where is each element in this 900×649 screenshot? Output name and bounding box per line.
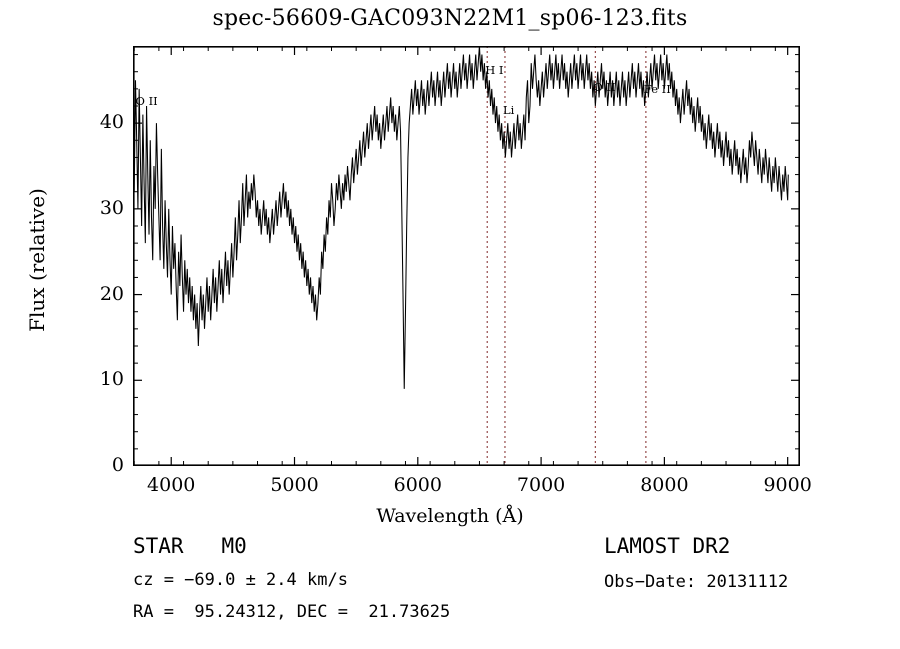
spectral-line-label: Li (502, 102, 515, 117)
x-axis-label: Wavelength (Å) (376, 505, 524, 527)
x-tick-label: 6000 (393, 474, 442, 496)
x-tick-label: 8000 (640, 474, 689, 496)
object-class: STAR M0 (133, 534, 247, 558)
spectrum-chart: O II H I Li O II Fe II (133, 46, 800, 466)
redshift-velocity: cz = −69.0 ± 2.4 km/s (133, 570, 348, 590)
spectral-line-markers (486, 46, 647, 466)
y-tick-label: 40 (99, 111, 124, 134)
spectral-line-label: H I (485, 62, 504, 77)
x-tick-label: 9000 (763, 474, 812, 496)
x-tick-label: 5000 (270, 474, 319, 496)
observation-date: Obs−Date: 20131112 (604, 572, 789, 592)
page-title: spec-56609-GAC093N22M1_sp06-123.fits (212, 6, 688, 31)
x-tick-label: 4000 (147, 474, 196, 496)
spectral-line-label: O II (135, 94, 158, 109)
spectral-line-label: O II (593, 79, 616, 94)
spectrum-trace (133, 46, 789, 389)
x-tick-label: 7000 (516, 474, 566, 496)
y-tick-label: 10 (99, 368, 124, 391)
y-axis-label: Flux (relative) (25, 188, 49, 332)
plot-frame (133, 46, 800, 466)
y-tick-label: 0 (111, 454, 124, 476)
y-tick-label: 20 (99, 282, 124, 305)
survey-name: LAMOST DR2 (604, 534, 731, 558)
spectral-line-label: Fe II (643, 81, 671, 96)
coordinates: RA = 95.24312, DEC = 21.73625 (133, 602, 451, 622)
spectrum-svg (133, 46, 800, 466)
y-tick-label: 30 (99, 196, 124, 219)
